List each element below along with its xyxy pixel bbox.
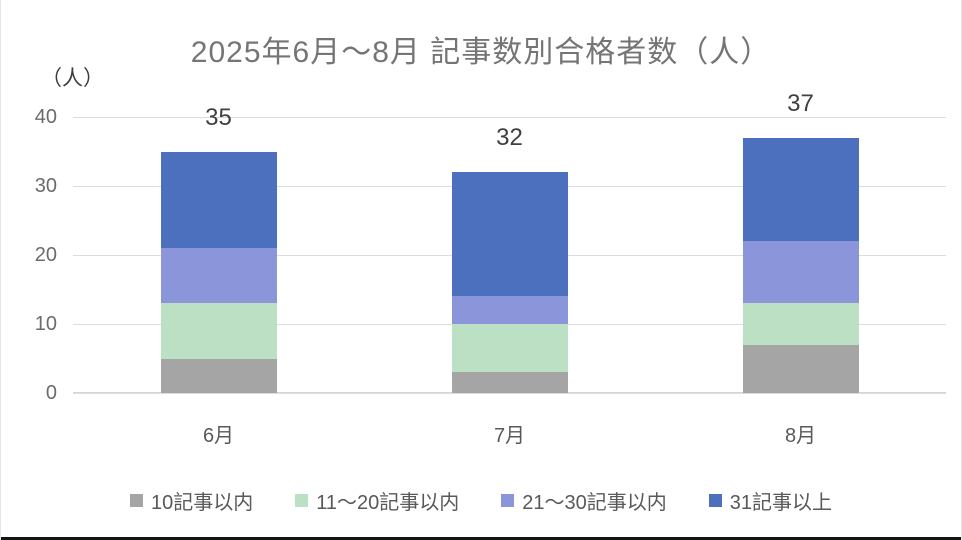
total-data-label: 35 (205, 103, 232, 131)
bottom-edge-line (1, 537, 961, 540)
x-axis-label: 7月 (493, 425, 526, 447)
bar-segment (742, 303, 859, 345)
legend-swatch-icon (129, 494, 143, 507)
bar-segment (160, 303, 277, 359)
legend-item: 11〜20記事以内 (295, 486, 459, 515)
bar-segment (451, 324, 568, 373)
bar-segment (742, 344, 859, 393)
bar-segment (742, 241, 859, 304)
legend-item: 10記事以内 (129, 486, 254, 515)
y-tick-label: 0 (45, 382, 57, 404)
gridline (73, 393, 946, 394)
bar-segment (742, 137, 859, 242)
plot-area (73, 117, 946, 394)
legend-label: 10記事以内 (150, 492, 254, 514)
y-tick-label: 10 (34, 313, 57, 335)
legend-swatch-icon (501, 494, 515, 507)
gridline (73, 117, 946, 118)
x-axis-label: 8月 (784, 425, 817, 447)
bar-segment (160, 151, 277, 249)
stacked-bar (451, 172, 568, 393)
stacked-bar (742, 137, 859, 393)
bar-segment (451, 296, 568, 325)
legend-swatch-icon (708, 494, 722, 507)
total-data-label: 32 (496, 124, 523, 152)
chart-title: 2025年6月〜8月 記事数別合格者数（人） (190, 36, 772, 69)
bar-segment (160, 358, 277, 393)
legend-label: 31記事以上 (729, 492, 832, 514)
legend-item: 21〜30記事以内 (501, 486, 667, 515)
y-axis-unit-label: （人） (41, 67, 104, 90)
total-data-label: 37 (787, 89, 814, 117)
legend-label: 21〜30記事以内 (522, 492, 667, 514)
legend: 10記事以内 11〜20記事以内 21〜30記事以内 31記事以上 (1, 486, 961, 515)
legend-swatch-icon (295, 494, 309, 507)
bar-segment (160, 248, 277, 304)
x-axis-label: 6月 (202, 425, 235, 447)
legend-label: 11〜20記事以内 (316, 492, 460, 514)
bar-segment (451, 172, 568, 297)
legend-item: 31記事以上 (708, 486, 832, 515)
bar-segment (451, 372, 568, 393)
y-tick-label: 20 (34, 244, 57, 266)
y-tick-label: 30 (34, 175, 57, 197)
stacked-bar (160, 151, 277, 393)
y-tick-label: 40 (34, 106, 57, 128)
